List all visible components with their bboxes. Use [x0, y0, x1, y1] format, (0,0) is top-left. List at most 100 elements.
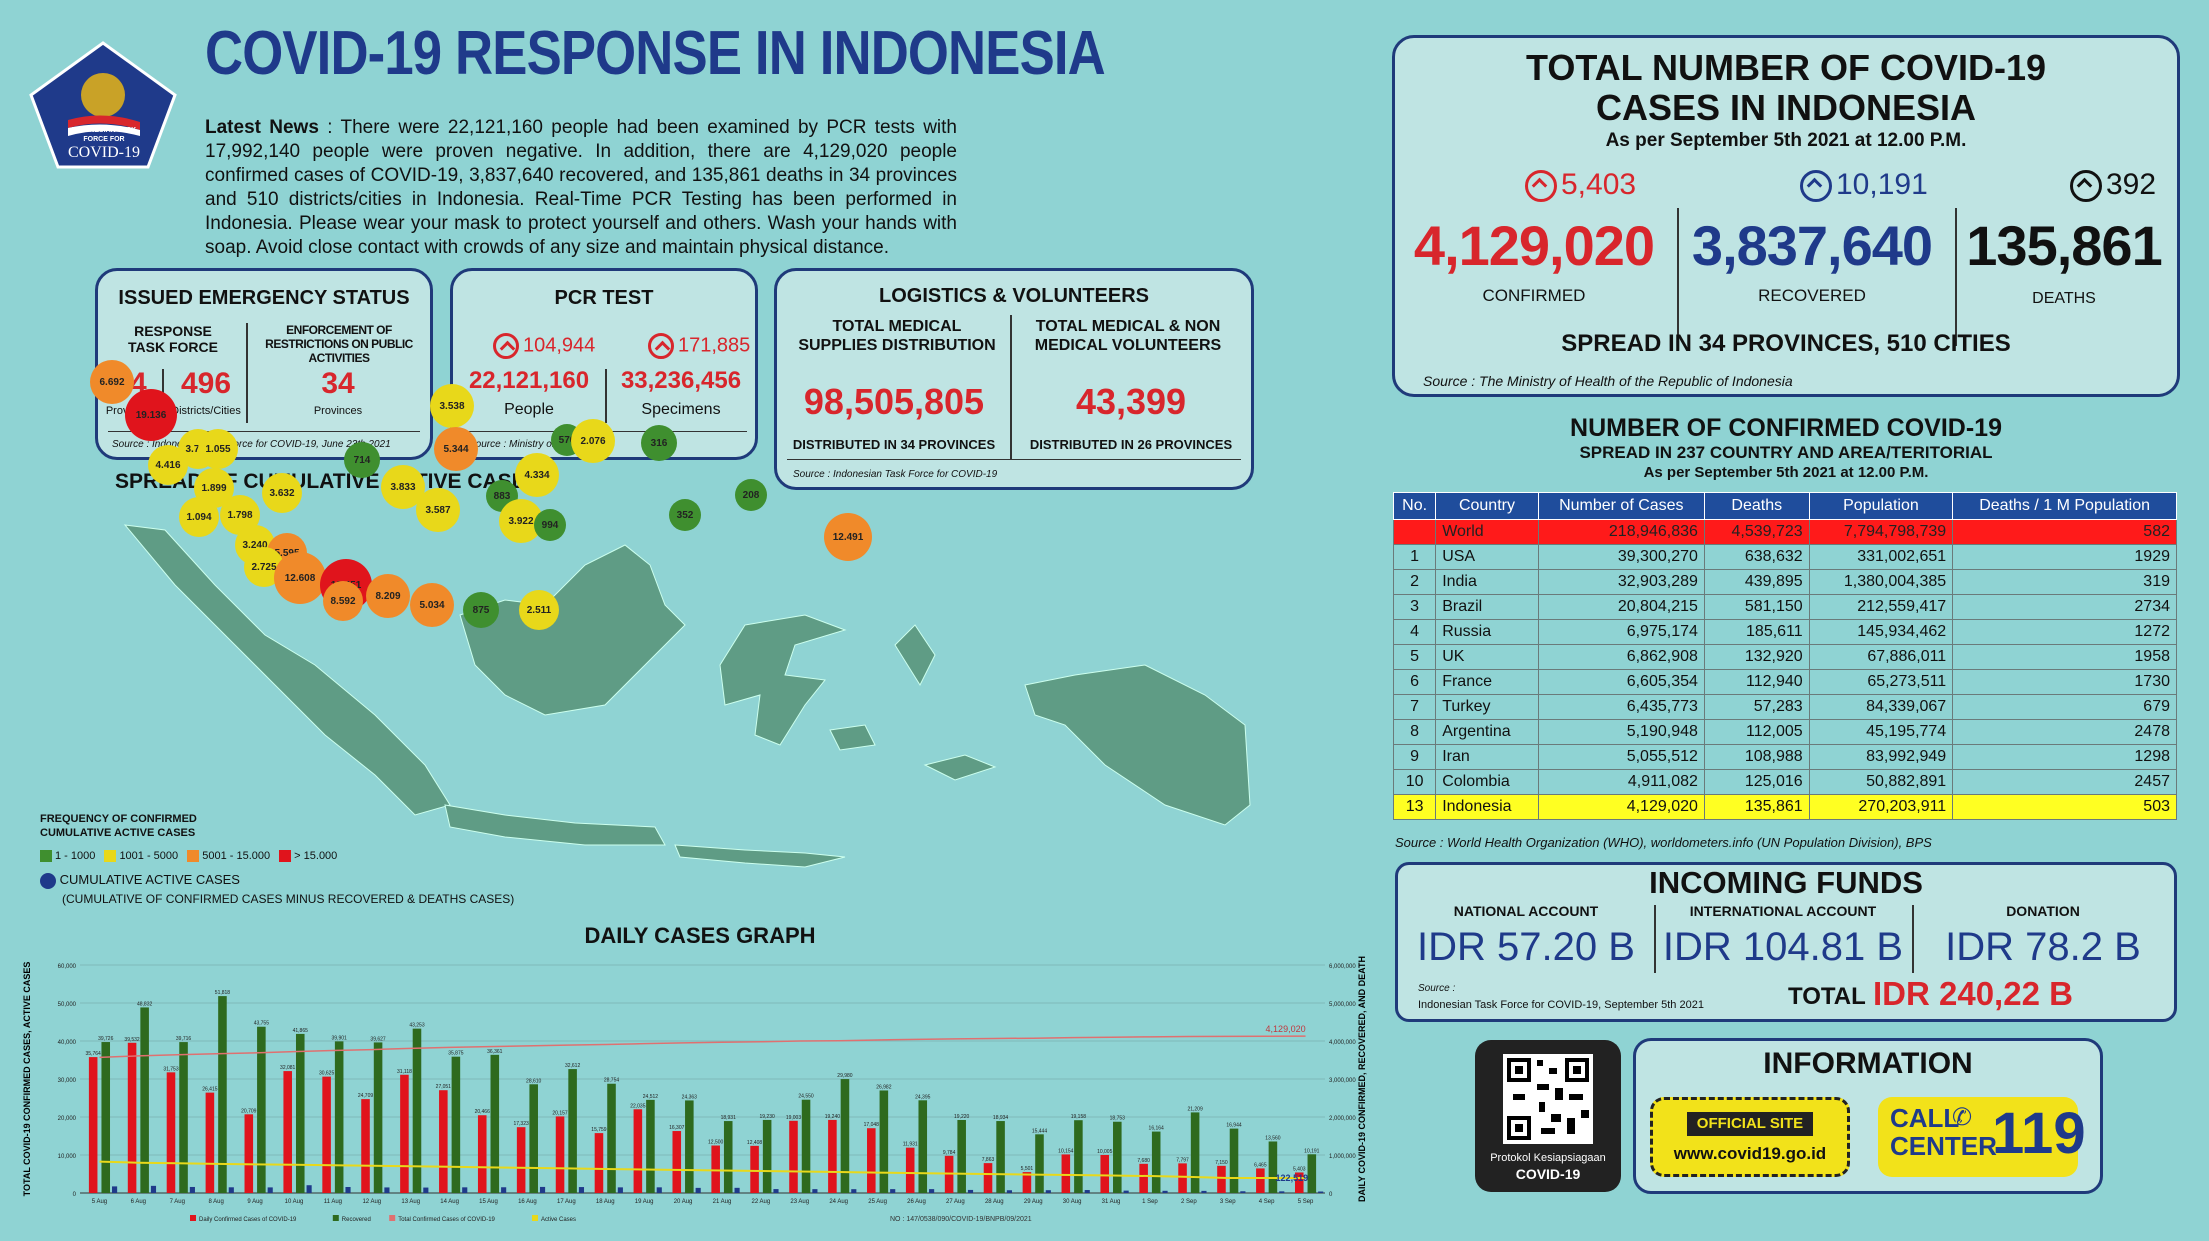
- confirmed-bar: [477, 1115, 487, 1193]
- x-tick-label: 7 Aug: [170, 1199, 185, 1205]
- legend-item-1: 1 - 1000: [55, 850, 96, 862]
- confirmed-bar: [439, 1090, 448, 1193]
- table-cell: 84,339,067: [1808, 694, 1954, 720]
- increase-icon: [493, 333, 519, 359]
- recovered-data-label: 39,716: [176, 1036, 192, 1042]
- recovered-bar: [568, 1069, 577, 1193]
- confirmed-bar: [88, 1057, 98, 1193]
- x-tick-label: 16 Aug: [518, 1199, 537, 1205]
- donation-value: IDR 78.2 B: [1945, 925, 2141, 969]
- official-site-link[interactable]: OFFICIAL SITE www.covid19.go.id: [1650, 1097, 1850, 1177]
- x-tick-label: 11 Aug: [324, 1199, 342, 1205]
- death-bar: [656, 1187, 662, 1193]
- map-bubble: 8.209: [366, 574, 410, 618]
- death-bar: [578, 1187, 585, 1193]
- legend-swatch-yellow: [104, 850, 117, 863]
- pcr-specimens-label: Specimens: [641, 401, 721, 418]
- chart-title: DAILY CASES GRAPH: [584, 923, 816, 948]
- death-bar: [734, 1187, 740, 1193]
- supplies-note: DISTRIBUTED IN 34 PROVINCES: [792, 437, 996, 452]
- table-cell: 1272: [1952, 619, 2177, 645]
- table-cell: 135,861: [1703, 794, 1810, 820]
- total-confirmed-line: [99, 1035, 1306, 1059]
- recovered-data-label: 10,191: [1304, 1148, 1320, 1154]
- y2-tick-label: 6,000,000: [1329, 964, 1356, 970]
- recovered-data-label: 16,944: [1226, 1123, 1242, 1129]
- recovered-data-label: 41,865: [293, 1028, 309, 1034]
- confirmed-bar: [711, 1145, 720, 1193]
- x-tick-label: 17 Aug: [557, 1199, 576, 1205]
- recovered-bar: [218, 996, 227, 1193]
- table-row: 4 Russia 6,975,174 185,611 145,934,462 1272: [1392, 619, 2177, 645]
- totals-title-2: CASES IN INDONESIA: [1595, 87, 1977, 128]
- table-cell: 50,882,891: [1808, 769, 1954, 795]
- recovered-data-label: 19,230: [759, 1114, 775, 1120]
- y2-tick-label: 3,000,000: [1329, 1078, 1356, 1084]
- x-tick-label: 2 Sep: [1181, 1199, 1197, 1205]
- x-tick-label: 22 Aug: [752, 1199, 771, 1205]
- death-bar: [890, 1189, 896, 1193]
- totals-title-1: TOTAL NUMBER OF COVID-19: [1525, 47, 2047, 88]
- death-bar: [1201, 1190, 1207, 1193]
- footer-legend-label: Total Confirmed Cases of COVID-19: [398, 1217, 495, 1223]
- map-bubble: 3.632: [262, 473, 302, 513]
- death-bar: [851, 1189, 857, 1193]
- legend-swatch-red: [279, 850, 292, 863]
- table-cell: 5,190,948: [1537, 719, 1705, 745]
- y-tick-label: 40,000: [58, 1040, 77, 1046]
- funds-title: INCOMING FUNDS: [1649, 865, 1923, 900]
- qr-card[interactable]: Protokol Kesiapsiagaan COVID-19: [1475, 1040, 1621, 1192]
- footer-legend-swatch: [532, 1215, 538, 1221]
- map-bubble: 3.538: [430, 384, 474, 428]
- table-cell: 4,911,082: [1537, 769, 1705, 795]
- map-bubble: 316: [641, 425, 677, 461]
- confirmed-bar: [750, 1145, 759, 1193]
- qr-caption-1: Protokol Kesiapsiagaan: [1490, 1152, 1606, 1164]
- table-cell: 503: [1952, 794, 2177, 820]
- recovered-data-label: 18,934: [993, 1115, 1009, 1121]
- recovered-bar: [879, 1090, 889, 1193]
- recovered-bar: [373, 1042, 383, 1193]
- totals-panel: TOTAL NUMBER OF COVID-19 CASES IN INDONE…: [1392, 35, 2180, 397]
- table-row: 3 Brazil 20,804,215 581,150 212,559,417 2734: [1392, 594, 2177, 620]
- confirmed-data-label: 5,501: [1021, 1166, 1034, 1172]
- confirmed-bar: [244, 1114, 254, 1193]
- recovered-data-label: 32,612: [565, 1063, 581, 1069]
- table-cell: 8: [1392, 719, 1437, 745]
- death-bar: [423, 1187, 429, 1193]
- recovered-data-label: 36,361: [487, 1049, 503, 1055]
- task-force-label: RESPONSE TASK FORCE: [128, 323, 218, 355]
- x-tick-label: 12 Aug: [362, 1199, 381, 1205]
- call-label-2: CENTER: [1890, 1131, 1997, 1161]
- map-legend-title-1: FREQUENCY OF CONFIRMED: [40, 813, 197, 825]
- table-row: 2 India 32,903,289 439,895 1,380,004,385 319: [1392, 569, 2177, 595]
- confirmed-data-label: 26,415: [202, 1087, 218, 1093]
- recovered-delta: 10,191: [1800, 168, 1928, 203]
- table-cell: 319: [1952, 569, 2177, 595]
- map-bubble: 5.034: [410, 583, 454, 627]
- qr-code-icon: [1503, 1054, 1593, 1144]
- death-bar: [1123, 1190, 1129, 1193]
- table-cell: 10: [1392, 769, 1437, 795]
- deaths-value: 135,861: [1966, 214, 2162, 277]
- totals-subtitle: As per September 5th 2021 at 12.00 P.M.: [1605, 130, 1967, 151]
- table-cell: 1958: [1952, 644, 2177, 670]
- table-cell: 1929: [1952, 544, 2177, 570]
- confirmed-bar: [283, 1071, 292, 1193]
- x-tick-label: 14 Aug: [440, 1199, 459, 1205]
- recovered-bar: [257, 1026, 266, 1193]
- table-cell: Russia: [1435, 619, 1539, 645]
- table-cell: 132,920: [1703, 644, 1810, 670]
- indonesia-map: [123, 524, 1251, 868]
- table-cell: 39,300,270: [1537, 544, 1705, 570]
- call-center-button[interactable]: CALL CENTER ✆ 119: [1878, 1097, 2086, 1177]
- table-cell: 2457: [1952, 769, 2177, 795]
- recovered-bar: [451, 1056, 461, 1193]
- volunteers-note: DISTRIBUTED IN 26 PROVINCES: [1029, 437, 1233, 452]
- national-label: NATIONAL ACCOUNT: [1453, 903, 1599, 919]
- map-bubble: 8.592: [323, 581, 363, 621]
- table-cell: 679: [1952, 694, 2177, 720]
- table-header: No.: [1392, 492, 1437, 520]
- funds-source-2: Indonesian Task Force for COVID-19, Sept…: [1418, 999, 1704, 1011]
- death-bar: [1006, 1190, 1012, 1193]
